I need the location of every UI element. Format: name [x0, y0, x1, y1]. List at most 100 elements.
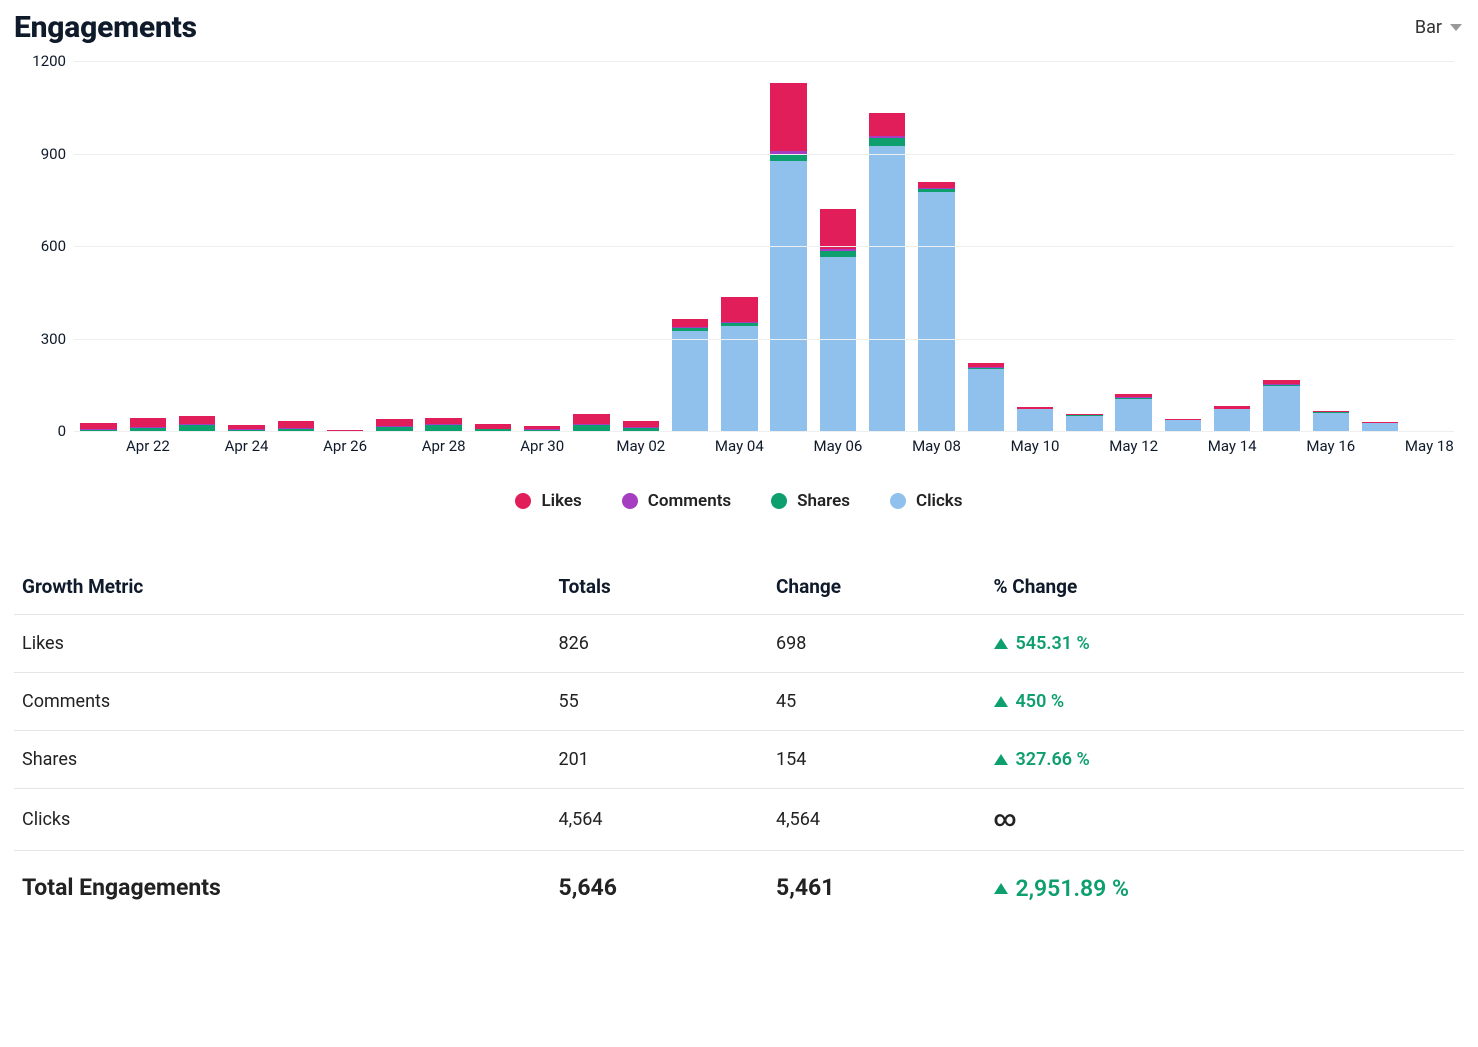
bar-segment-clicks — [968, 369, 1004, 431]
growth-metrics-table: Growth Metric Totals Change % Change Lik… — [14, 561, 1464, 920]
pct-change-value: 327.66 % — [1016, 749, 1090, 770]
cell-metric: Likes — [14, 615, 551, 673]
bar-segment-clicks — [1165, 420, 1201, 431]
bar-segment-clicks — [1214, 409, 1250, 431]
pct-change-value: 545.31 % — [1016, 633, 1090, 654]
col-header-change: Change — [768, 561, 986, 615]
cell-totals: 201 — [551, 731, 769, 789]
x-axis-label: May 06 — [814, 437, 863, 455]
x-axis-label: Apr 30 — [520, 437, 564, 455]
cell-totals: 826 — [551, 615, 769, 673]
bar-segment-clicks — [672, 331, 708, 431]
trend-up-icon — [994, 754, 1008, 765]
x-axis-label: May 02 — [616, 437, 665, 455]
clicks-swatch-icon — [890, 493, 906, 509]
table-row: Likes826698 545.31 % — [14, 615, 1464, 673]
y-axis-label: 0 — [20, 422, 66, 440]
panel-header: Engagements Bar — [14, 10, 1464, 45]
cell-pct-change: 545.31 % — [986, 615, 1465, 673]
pct-change-value: 450 % — [1016, 691, 1065, 712]
chevron-down-icon — [1450, 24, 1462, 31]
trend-up-icon — [994, 638, 1008, 649]
chart-type-select[interactable]: Bar — [1413, 13, 1464, 42]
bar-segment-likes — [376, 419, 412, 427]
x-axis-label: May 18 — [1405, 437, 1454, 455]
chart-plot-area: 03006009001200 — [74, 61, 1454, 431]
cell-change: 5,461 — [768, 851, 986, 921]
cell-totals: 5,646 — [551, 851, 769, 921]
bar-segment-likes — [278, 421, 314, 428]
trend-up-icon — [994, 696, 1008, 707]
col-header-pct: % Change — [986, 561, 1465, 615]
col-header-metric: Growth Metric — [14, 561, 551, 615]
cell-change: 45 — [768, 673, 986, 731]
bar-segment-likes — [672, 319, 708, 327]
legend-label: Comments — [648, 491, 731, 511]
likes-swatch-icon — [515, 493, 531, 509]
x-axis-label: Apr 22 — [126, 437, 170, 455]
legend-label: Clicks — [916, 491, 963, 511]
legend-item-likes[interactable]: Likes — [515, 491, 581, 511]
infinity-icon: ∞ — [994, 807, 1017, 832]
bar-segment-likes — [770, 83, 806, 151]
cell-metric: Clicks — [14, 789, 551, 851]
cell-metric: Shares — [14, 731, 551, 789]
bar-segment-shares — [869, 138, 905, 146]
cell-pct-change: 2,951.89 % — [986, 851, 1465, 921]
bar-segment-likes — [721, 297, 757, 322]
y-axis-label: 600 — [20, 237, 66, 255]
trend-up-icon — [994, 883, 1008, 894]
y-axis-label: 900 — [20, 145, 66, 163]
cell-change: 698 — [768, 615, 986, 673]
chart-x-axis: Apr 22Apr 24Apr 26Apr 28Apr 30May 02May … — [74, 431, 1454, 471]
bar-segment-clicks — [1263, 386, 1299, 431]
page-title: Engagements — [14, 10, 197, 45]
table-row: Comments5545 450 % — [14, 673, 1464, 731]
cell-pct-change: 327.66 % — [986, 731, 1465, 789]
chart-legend: Likes Comments Shares Clicks — [14, 491, 1464, 511]
bar-segment-likes — [820, 209, 856, 249]
y-axis-label: 1200 — [20, 52, 66, 70]
bar-segment-clicks — [1313, 413, 1349, 432]
shares-swatch-icon — [771, 493, 787, 509]
cell-totals: 4,564 — [551, 789, 769, 851]
chart-gridline — [74, 246, 1454, 247]
bar-segment-likes — [130, 418, 166, 427]
legend-item-comments[interactable]: Comments — [622, 491, 731, 511]
x-axis-label: Apr 28 — [422, 437, 466, 455]
legend-label: Shares — [797, 491, 850, 511]
col-header-totals: Totals — [551, 561, 769, 615]
comments-swatch-icon — [622, 493, 638, 509]
x-axis-label: May 14 — [1208, 437, 1257, 455]
x-axis-label: May 10 — [1011, 437, 1060, 455]
bar-segment-clicks — [721, 326, 757, 431]
bar-segment-likes — [573, 414, 609, 423]
x-axis-label: May 04 — [715, 437, 764, 455]
y-axis-label: 300 — [20, 330, 66, 348]
bar-segment-likes — [179, 416, 215, 424]
cell-pct-change: 450 % — [986, 673, 1465, 731]
x-axis-label: May 12 — [1109, 437, 1158, 455]
legend-item-shares[interactable]: Shares — [771, 491, 850, 511]
cell-metric: Comments — [14, 673, 551, 731]
cell-totals: 55 — [551, 673, 769, 731]
x-axis-label: May 16 — [1306, 437, 1355, 455]
table-total-row: Total Engagements5,6465,461 2,951.89 % — [14, 851, 1464, 921]
cell-metric: Total Engagements — [14, 851, 551, 921]
bar-segment-likes — [869, 113, 905, 136]
bar-segment-clicks — [869, 146, 905, 431]
bar-segment-clicks — [1115, 399, 1151, 431]
engagements-chart: 03006009001200 Apr 22Apr 24Apr 26Apr 28A… — [14, 51, 1464, 471]
cell-change: 154 — [768, 731, 986, 789]
chart-type-label: Bar — [1415, 17, 1442, 38]
bar-segment-clicks — [820, 257, 856, 431]
x-axis-label: May 08 — [912, 437, 961, 455]
cell-change: 4,564 — [768, 789, 986, 851]
pct-change-value: 2,951.89 % — [1016, 875, 1129, 902]
chart-gridline — [74, 339, 1454, 340]
x-axis-label: Apr 26 — [323, 437, 367, 455]
bar-segment-clicks — [1362, 423, 1398, 431]
legend-item-clicks[interactable]: Clicks — [890, 491, 963, 511]
bar-segment-clicks — [770, 161, 806, 431]
cell-pct-change: ∞ — [986, 789, 1465, 851]
